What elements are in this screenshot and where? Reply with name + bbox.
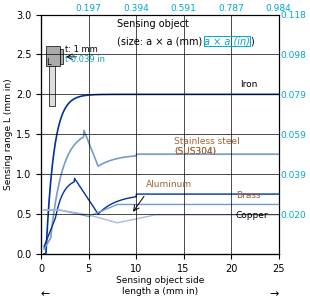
Text: →: → xyxy=(270,289,279,299)
Text: Copper: Copper xyxy=(236,211,268,220)
Text: ): ) xyxy=(250,36,254,46)
Text: Brass: Brass xyxy=(236,191,260,200)
Bar xyxy=(49,66,55,106)
Text: Iron: Iron xyxy=(241,80,258,89)
Text: Aluminum: Aluminum xyxy=(146,179,192,188)
X-axis label: Sensing object side
length a (mm in): Sensing object side length a (mm in) xyxy=(116,276,204,296)
Bar xyxy=(60,49,63,64)
Text: Stainless steel
(SUS304): Stainless steel (SUS304) xyxy=(174,136,240,156)
Text: ←: ← xyxy=(40,289,50,299)
Text: t 0.039 in: t 0.039 in xyxy=(65,56,105,64)
Text: L: L xyxy=(46,58,51,67)
Text: t: 1 mm: t: 1 mm xyxy=(65,45,98,54)
Bar xyxy=(46,46,60,66)
Text: a × a (in): a × a (in) xyxy=(204,36,250,46)
Text: Sensing object: Sensing object xyxy=(117,19,189,29)
Y-axis label: Sensing range L (mm in): Sensing range L (mm in) xyxy=(4,78,13,190)
Text: (size: a × a (mm): (size: a × a (mm) xyxy=(117,36,206,46)
Text: (SUS304): (SUS304) xyxy=(174,147,216,156)
